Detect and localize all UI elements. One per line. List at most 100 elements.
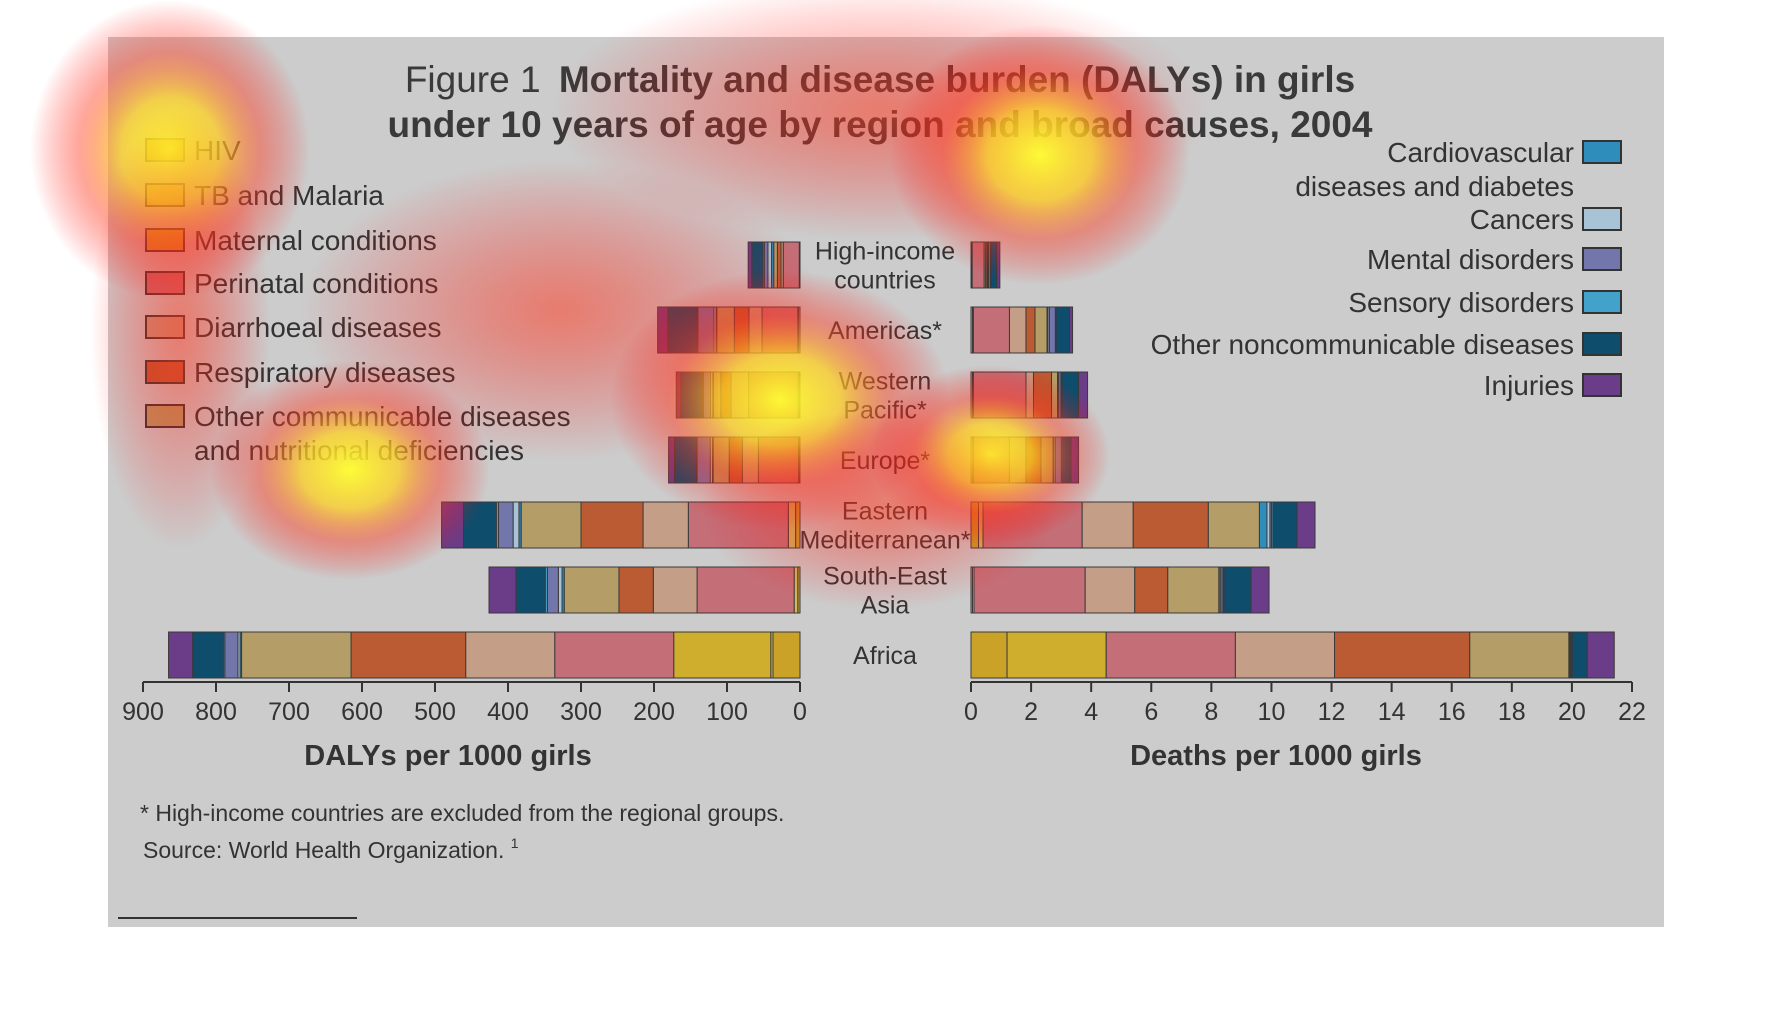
deaths-bar-segment [1081,501,1134,549]
deaths-bar-segment [1134,566,1169,614]
deaths-bar-segment [1132,501,1209,549]
dalys-tick-label: 200 [633,698,675,726]
deaths-bar-segment [1258,501,1268,549]
dalys-bar-segment [741,436,759,484]
source-superscript: 1 [511,835,519,851]
dalys-bar-segment [748,371,799,419]
deaths-bar-segment [1032,371,1053,419]
dalys-bar-segment [350,631,467,679]
dalys-bar-segment [687,501,789,549]
deaths-bar-segment [973,566,1086,614]
dalys-bar-segment [761,306,799,354]
dalys-bar-segment [668,436,675,484]
dalys-bar-segment [441,501,464,549]
deaths-bar-segment [990,241,998,289]
legend-label: Respiratory diseases [194,357,455,388]
figure-title-main: Mortality and disease burden (DALYs) in … [559,59,1355,100]
deaths-bar-segment [972,306,1010,354]
dalys-bar-segment [557,566,563,614]
legend-swatch [145,315,185,339]
deaths-bar-segment [1008,306,1027,354]
deaths-bar-segment [1055,306,1071,354]
dalys-bar-segment [554,631,675,679]
legend-swatch [1582,207,1622,231]
dalys-bar-segment [563,566,620,614]
deaths-bar-segment [1061,371,1080,419]
dalys-bar-segment [763,241,769,289]
deaths-tick-label: 16 [1438,698,1466,726]
region-label-line: Americas* [828,317,942,345]
deaths-bar-segment [1051,371,1059,419]
region-label: Europe* [840,447,931,475]
deaths-tick-label: 18 [1498,698,1526,726]
dalys-tick-label: 400 [487,698,529,726]
region-label: Western Pacific* [839,368,932,425]
deaths-bar-segment [1223,566,1252,614]
dalys-bar-segment [720,371,732,419]
deaths-bar-segment [978,501,984,549]
dalys-tick-label: 800 [195,698,237,726]
legend-swatch [1582,373,1622,397]
dalys-bar-segment [782,241,800,289]
deaths-bar-segment [972,436,1010,484]
dalys-tick-label: 300 [560,698,602,726]
dalys-bar-segment [702,371,712,419]
region-label: Africa [853,642,917,670]
deaths-bar-segment [1006,631,1107,679]
region-label-line: Mediterranean* [800,527,971,555]
deaths-bar-segment [1070,436,1080,484]
dalys-axis-label: DALYs per 1000 girls [304,740,591,772]
dalys-bar-segment [757,436,800,484]
deaths-bar-segment [1250,566,1270,614]
legend-label: Other communicable diseases [194,401,571,432]
source-note: Source: World Health Organization. 1 [143,835,519,863]
deaths-bar-segment [1084,566,1136,614]
deaths-bar-segment [1025,371,1034,419]
deaths-bar-segment [1334,631,1471,679]
deaths-bar-segment [1025,436,1042,484]
deaths-axis-label: Deaths per 1000 girls [1130,740,1422,772]
legend-swatch [145,404,185,428]
region-label-line: Asia [861,592,910,620]
deaths-bar-segment [1061,436,1072,484]
region-label-line: Pacific* [843,397,927,425]
dalys-bar-segment [673,436,697,484]
legend-label: HIV [194,135,241,166]
dalys-bar-segment [712,436,730,484]
dalys-bar-segment [224,631,239,679]
region-label-line: Western [839,368,932,396]
deaths-bar-segment [1040,436,1054,484]
legend-label: Cardiovascular [1387,137,1574,168]
deaths-bar-segment [1469,631,1570,679]
dalys-bar-segment [657,306,669,354]
dalys-tick-label: 700 [268,698,310,726]
dalys-bar-segment [515,566,546,614]
deaths-bar-segment [1586,631,1615,679]
dalys-bar-segment [462,501,497,549]
legend-label: Mental disorders [1367,244,1574,275]
deaths-tick-label: 4 [1084,698,1098,726]
region-label-line: Eastern [842,498,928,526]
region-label-line: Africa [853,642,917,670]
dalys-bar-segment [793,566,799,614]
legend-swatch [145,183,185,207]
region-label-line: South-East [823,563,947,591]
legend-label: Cancers [1470,204,1574,235]
figure-title-line1: Figure 1 Mortality and disease burden (D… [405,59,1355,100]
dalys-bar-segment [546,566,559,614]
dalys-bar-segment [747,241,753,289]
dalys-bar-segment [675,371,682,419]
footnote: * High-income countries are excluded fro… [140,800,784,826]
legend-swatch [1582,247,1622,271]
deaths-bar-segment [1034,306,1048,354]
deaths-bar-segment [1272,501,1298,549]
dalys-tick-label: 500 [414,698,456,726]
legend-label: diseases and diabetes [1295,171,1574,202]
dalys-bar-segment [512,501,520,549]
dalys-bar-segment [465,631,556,679]
deaths-tick-label: 2 [1024,698,1038,726]
dalys-bar-segment [733,306,750,354]
legend-label: Injuries [1484,370,1574,401]
source-text: Source: World Health Organization. [143,837,504,863]
